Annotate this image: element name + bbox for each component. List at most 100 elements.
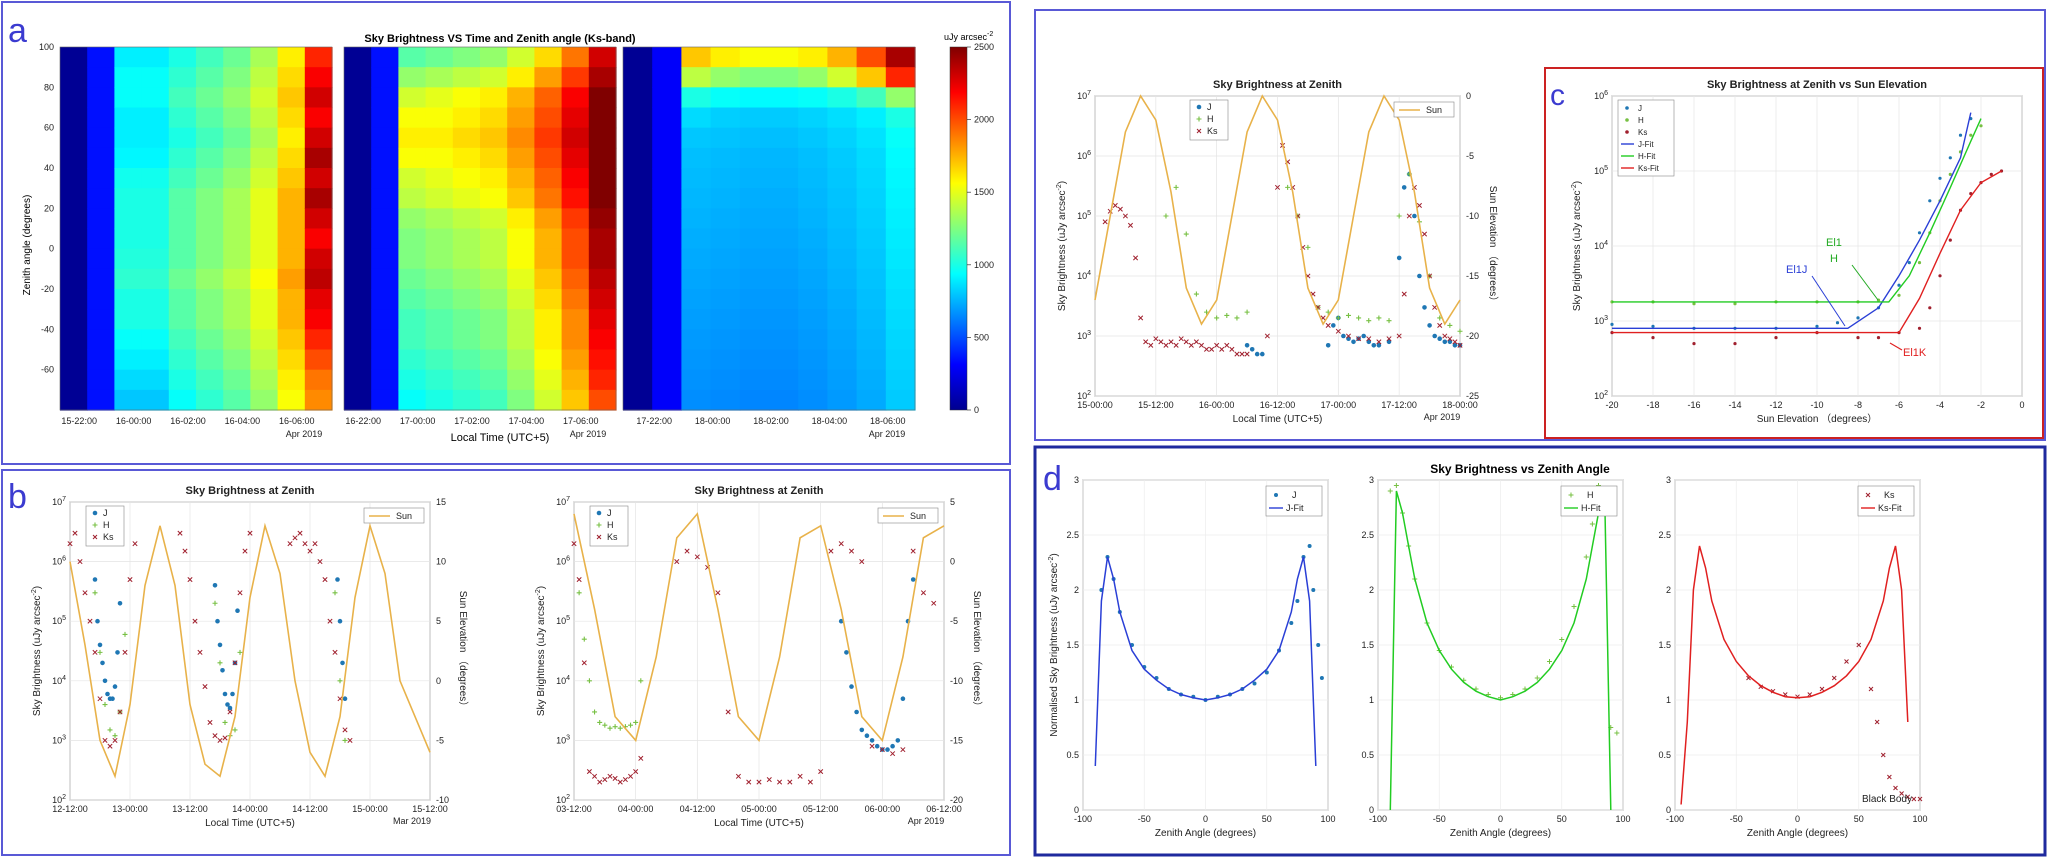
panel-a-date-label: Apr 2019 xyxy=(869,429,906,439)
heatmap-cell xyxy=(304,147,333,169)
heatmap-cell xyxy=(398,268,427,290)
heatmap-cell xyxy=(827,107,858,129)
data-point-h xyxy=(1214,315,1220,321)
xtick-label: -2 xyxy=(1977,400,1985,410)
heatmap-cell xyxy=(114,268,143,290)
heatmap-cell xyxy=(425,87,454,109)
ytick-label: 0.5 xyxy=(1066,750,1079,760)
heatmap-cell xyxy=(371,389,399,411)
heatmap-cell xyxy=(141,87,170,109)
heatmap-cell xyxy=(114,228,143,250)
data-point-ks xyxy=(1214,342,1220,348)
data-point-ks xyxy=(627,773,634,779)
heatmap-cell xyxy=(681,168,712,189)
heatmap-cell xyxy=(277,168,306,189)
data-point-j xyxy=(1386,339,1392,345)
data-point-h xyxy=(112,733,118,739)
data-point-ks xyxy=(242,548,248,554)
heatmap-cell xyxy=(561,268,590,290)
data-point-ks xyxy=(1432,304,1438,310)
heatmap-cell xyxy=(561,127,590,149)
y2tick-label: -25 xyxy=(1466,391,1479,401)
data-point-h xyxy=(212,600,218,606)
heatmap-cell xyxy=(371,47,399,68)
data-point-ks xyxy=(715,590,721,596)
legend-marker xyxy=(1625,106,1629,110)
heatmap-cell xyxy=(87,168,115,189)
heatmap-cell xyxy=(60,329,88,351)
data-point-ks xyxy=(107,743,113,749)
heatmap-cell xyxy=(277,87,306,109)
heatmap-cell xyxy=(196,248,224,270)
data-point-h xyxy=(97,649,103,655)
data-point-h xyxy=(332,590,338,596)
data-point-ks xyxy=(127,576,133,583)
heatmap-cell xyxy=(371,168,399,189)
data-point-ks xyxy=(117,709,123,715)
legend-marker xyxy=(1865,492,1871,498)
data-point-ks xyxy=(1229,346,1235,352)
heatmap-cell xyxy=(480,289,508,310)
heatmap-cell xyxy=(681,309,712,330)
heatmap-cell xyxy=(452,268,481,290)
heatmap-cell xyxy=(885,188,916,209)
data-point-ks xyxy=(571,541,577,547)
data-point-h xyxy=(617,725,623,731)
heatmap-cell xyxy=(885,87,916,109)
heatmap-cell xyxy=(739,147,770,169)
heatmap-cell xyxy=(196,228,224,250)
data-point-ks xyxy=(1447,336,1453,342)
heatmap-cell xyxy=(480,248,508,270)
heatmap-cell xyxy=(277,389,306,411)
heatmap-cell xyxy=(885,168,916,189)
xtick-label: -14 xyxy=(1728,400,1741,410)
y2-axis-label: Sun Elevation （degrees） xyxy=(457,591,469,712)
legend-label: Ks-Fit xyxy=(1878,503,1902,513)
data-point-ks xyxy=(931,600,937,606)
heatmap-cell xyxy=(769,67,799,88)
xtick-label: 15-12:00 xyxy=(412,804,448,814)
ytick-label: 106 xyxy=(1077,150,1091,161)
panel-a-ytick-label: 80 xyxy=(44,82,54,92)
heatmap-cell xyxy=(371,309,399,330)
data-point-j xyxy=(340,660,345,666)
heatmap-cell xyxy=(196,329,224,351)
data-point-h xyxy=(122,631,128,637)
ytick-label: 105 xyxy=(52,615,66,626)
heatmap-cell xyxy=(277,349,306,371)
data-point-ks xyxy=(1138,315,1144,321)
heatmap-cell xyxy=(827,349,858,371)
heatmap-cell xyxy=(60,107,88,129)
sun-elevation-line xyxy=(573,512,945,743)
xtick-label: 12-12:00 xyxy=(52,804,88,814)
data-point-ks xyxy=(347,737,353,743)
data-point xyxy=(1969,133,1973,137)
heatmap-frame xyxy=(622,46,916,411)
heatmap-cell xyxy=(588,329,617,351)
x-axis-label: Zenith Angle (degrees) xyxy=(1450,828,1551,839)
data-point-j xyxy=(227,705,233,711)
data-point-ks xyxy=(1158,339,1164,345)
heatmap-cell xyxy=(507,309,535,330)
heatmap-cell xyxy=(60,228,88,250)
y-axis-label: Sky Brightness (uJy arcsec-2) xyxy=(1571,181,1583,311)
heatmap-cell xyxy=(769,248,799,270)
heatmap-night-3 xyxy=(622,46,916,411)
data-point-j xyxy=(1316,643,1321,647)
heatmap-cell xyxy=(304,268,333,290)
data-point-ks xyxy=(1325,322,1331,328)
data-point-ks xyxy=(1457,342,1463,348)
heatmap-cell xyxy=(534,87,563,109)
heatmap-cell xyxy=(452,389,481,411)
legend-label: H xyxy=(1207,114,1214,124)
data-point-h xyxy=(633,719,639,725)
heatmap-cell xyxy=(398,188,427,209)
data-point-ks xyxy=(207,719,213,726)
heatmap-cell xyxy=(87,268,115,290)
heatmap-cell xyxy=(141,248,170,270)
y-axis-label: Normalised Sky Brightness (uJy arcsec-2) xyxy=(1048,553,1060,737)
heatmap-cell xyxy=(710,107,741,129)
legend-label: Ks xyxy=(103,532,114,542)
data-point-ks xyxy=(72,530,78,536)
heatmap-cell xyxy=(223,389,251,411)
